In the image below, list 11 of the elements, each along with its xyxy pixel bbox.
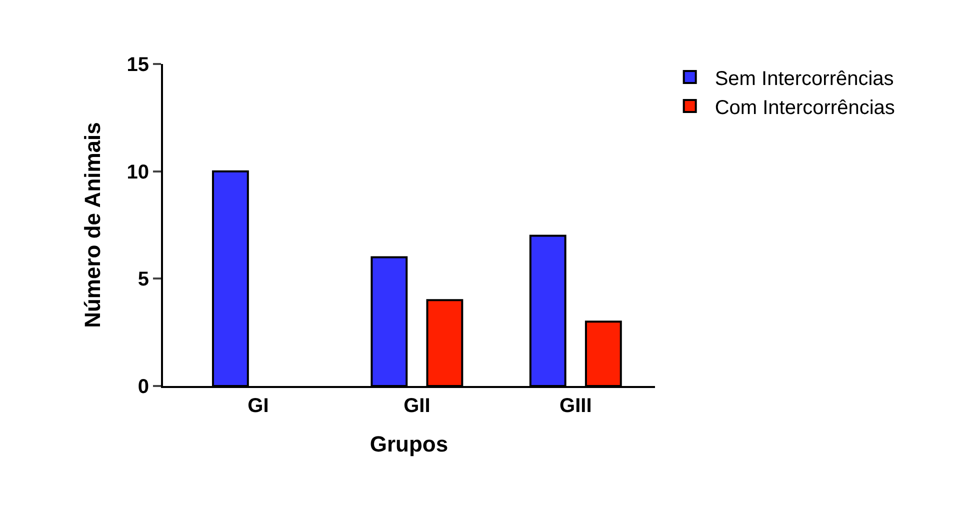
y-tick-label: 10	[126, 161, 149, 184]
y-tick-label: 0	[138, 376, 149, 398]
y-tick-label: 15	[126, 54, 149, 76]
x-tick-label: GI	[248, 395, 269, 417]
x-axis-title: Grupos	[370, 431, 448, 456]
legend-label: Com Intercorrências	[714, 96, 895, 119]
legend-label: Sem Intercorrências	[714, 68, 894, 90]
y-axis-title: Número de Animais	[80, 122, 106, 328]
x-tick-label: GIII	[560, 395, 592, 417]
x-tick-label: GII	[404, 395, 430, 417]
y-tick-label: 5	[138, 268, 149, 291]
